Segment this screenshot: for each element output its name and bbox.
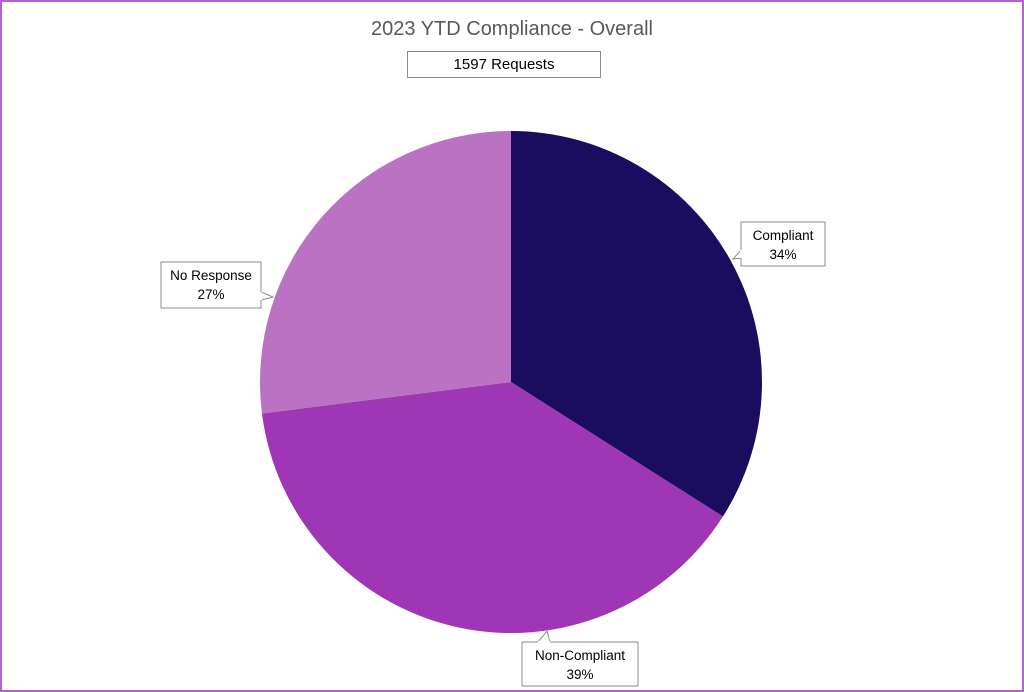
data-label-category: Non-Compliant [535,648,625,663]
data-label-percent: 39% [566,667,593,682]
pie-slice-no-response [260,130,511,414]
data-label-percent: 34% [769,247,796,262]
pie-slice-non-compliant [261,382,723,634]
pie-slices [260,130,763,634]
callout-pointer [536,629,551,643]
data-label-compliant: Compliant 34% [731,221,826,267]
data-label-no-response: No Response 27% [160,261,275,309]
callout-box [160,261,262,309]
callout-pointer [731,248,742,260]
data-label-category: Compliant [753,228,814,243]
callout-box [521,641,639,687]
chart-title: 2023 YTD Compliance - Overall [371,18,653,40]
chart-subtitle-box: 1597 Requests [407,51,601,78]
pie-data-labels: Compliant 34% Non-Compliant 39% No Response 2… [160,221,826,687]
data-label-non-compliant: Non-Compliant 39% [521,629,639,687]
pie-slice-compliant [511,131,763,517]
callout-pointer [260,291,275,301]
data-label-category: No Response [170,268,252,283]
callout-box [740,221,826,267]
chart-subtitle: 1597 Requests [453,56,555,73]
data-label-percent: 27% [197,287,224,302]
